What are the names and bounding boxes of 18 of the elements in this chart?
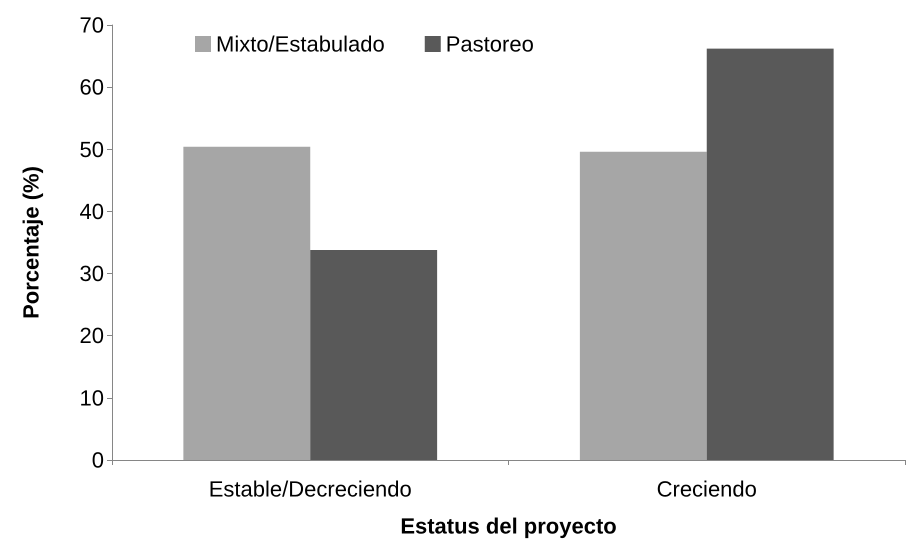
y-tick-label: 0 <box>92 448 104 472</box>
legend-label: Mixto/Estabulado <box>216 32 385 56</box>
bar <box>706 48 834 460</box>
y-tick-label: 50 <box>80 136 104 162</box>
x-tick-label: Creciendo <box>656 476 757 502</box>
bar <box>183 146 310 460</box>
legend-label: Pastoreo <box>446 32 534 56</box>
y-tick-label: 40 <box>80 198 104 224</box>
y-axis-title: Porcentaje (%) <box>18 166 44 319</box>
bar <box>310 250 438 460</box>
y-tick-label: 70 <box>80 12 104 38</box>
y-tick-label: 30 <box>80 261 104 286</box>
y-tick-label: 10 <box>80 385 104 410</box>
y-tick-label: 20 <box>80 323 104 348</box>
y-tick-label: 60 <box>80 74 104 100</box>
bar <box>580 152 707 460</box>
x-axis-title: Estatus del proyecto <box>400 514 617 538</box>
x-tick-label: Estable/Decreciendo <box>208 476 412 502</box>
